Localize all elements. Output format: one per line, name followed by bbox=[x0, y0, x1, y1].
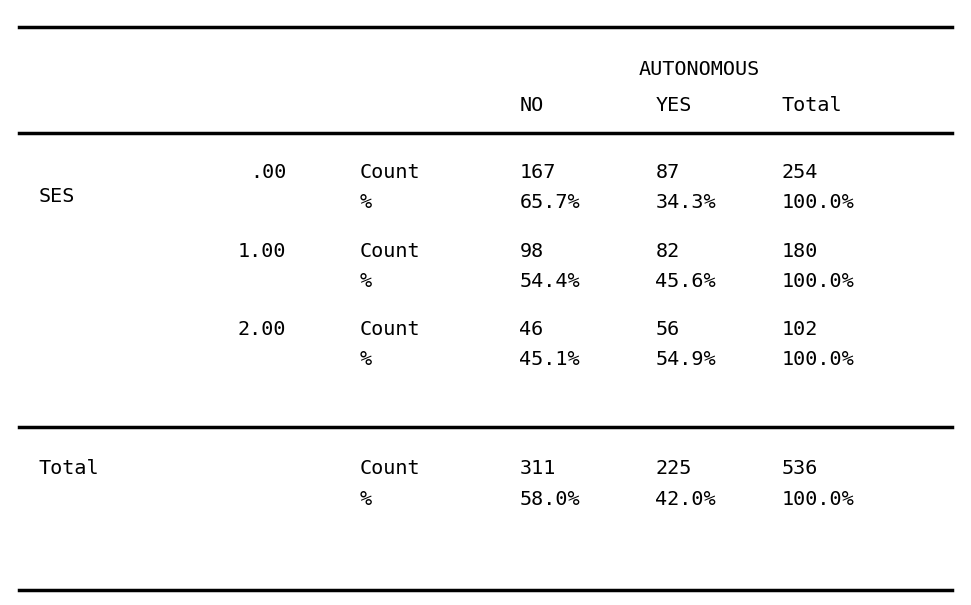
Text: 65.7%: 65.7% bbox=[519, 193, 580, 212]
Text: YES: YES bbox=[655, 96, 691, 116]
Text: 100.0%: 100.0% bbox=[782, 272, 854, 291]
Text: 180: 180 bbox=[782, 241, 818, 261]
Text: 54.9%: 54.9% bbox=[655, 350, 716, 370]
Text: AUTONOMOUS: AUTONOMOUS bbox=[639, 60, 759, 79]
Text: 58.0%: 58.0% bbox=[519, 489, 580, 509]
Text: SES: SES bbox=[39, 187, 75, 206]
Text: 100.0%: 100.0% bbox=[782, 193, 854, 212]
Text: Count: Count bbox=[359, 241, 419, 261]
Text: 254: 254 bbox=[782, 163, 818, 182]
Text: Total: Total bbox=[782, 96, 842, 116]
Text: 45.6%: 45.6% bbox=[655, 272, 716, 291]
Text: 46: 46 bbox=[519, 320, 544, 339]
Text: 34.3%: 34.3% bbox=[655, 193, 716, 212]
Text: 100.0%: 100.0% bbox=[782, 489, 854, 509]
Text: 536: 536 bbox=[782, 459, 818, 479]
Text: 45.1%: 45.1% bbox=[519, 350, 580, 370]
Text: 167: 167 bbox=[519, 163, 555, 182]
Text: %: % bbox=[359, 193, 371, 212]
Text: %: % bbox=[359, 489, 371, 509]
Text: %: % bbox=[359, 272, 371, 291]
Text: .00: .00 bbox=[251, 163, 286, 182]
Text: Count: Count bbox=[359, 459, 419, 479]
Text: 225: 225 bbox=[655, 459, 691, 479]
Text: 42.0%: 42.0% bbox=[655, 489, 716, 509]
Text: Count: Count bbox=[359, 163, 419, 182]
Text: 87: 87 bbox=[655, 163, 680, 182]
Text: Total: Total bbox=[39, 459, 99, 479]
Text: NO: NO bbox=[519, 96, 544, 116]
Text: Count: Count bbox=[359, 320, 419, 339]
Text: 98: 98 bbox=[519, 241, 544, 261]
Text: 311: 311 bbox=[519, 459, 555, 479]
Text: 54.4%: 54.4% bbox=[519, 272, 580, 291]
Text: 82: 82 bbox=[655, 241, 680, 261]
Text: 56: 56 bbox=[655, 320, 680, 339]
Text: 1.00: 1.00 bbox=[238, 241, 286, 261]
Text: 2.00: 2.00 bbox=[238, 320, 286, 339]
Text: 100.0%: 100.0% bbox=[782, 350, 854, 370]
Text: %: % bbox=[359, 350, 371, 370]
Text: 102: 102 bbox=[782, 320, 818, 339]
